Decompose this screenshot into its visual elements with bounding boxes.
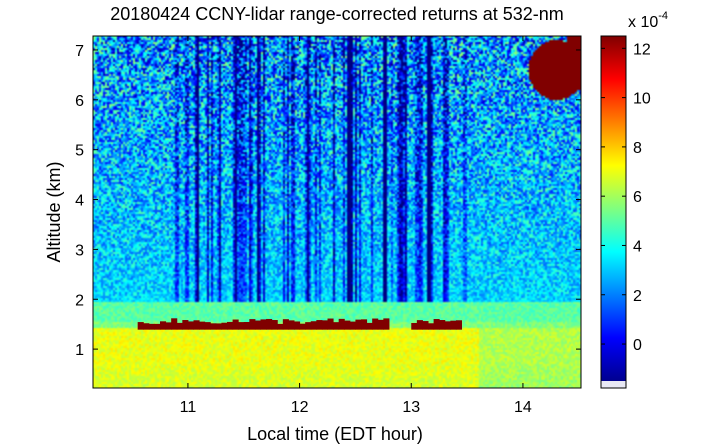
colorbar-tick-label: 4 <box>633 238 642 255</box>
bl-top-segment <box>349 321 356 330</box>
heatmap-image <box>93 36 581 388</box>
bl-top-segment <box>160 321 167 330</box>
bl-top-segment <box>176 322 183 330</box>
bl-top-segment <box>254 320 262 330</box>
y-tick-label: 4 <box>75 193 84 210</box>
plot-frame <box>92 35 582 389</box>
bl-top-segment <box>204 322 211 330</box>
colorbar: 0 2 4 6 8 10 12 x 10-4 <box>600 10 668 389</box>
x-axis: 11 12 13 14 <box>180 36 532 416</box>
bl-top-segment <box>428 323 435 330</box>
bl-top-segment <box>338 318 345 330</box>
colorbar-nan-swatch <box>601 381 626 388</box>
bl-top-segment <box>444 321 451 330</box>
colorbar-tick-label: 12 <box>633 41 651 58</box>
x-axis-label: Local time (EDT hour) <box>247 424 423 444</box>
bl-top-segment <box>416 320 423 330</box>
y-tick-label: 3 <box>75 242 84 259</box>
x-tick-label: 11 <box>180 399 197 416</box>
bl-top-segment <box>411 322 418 330</box>
bl-top-segment <box>143 323 150 330</box>
colorbar-tick-label: 0 <box>633 337 642 354</box>
bl-top-segment <box>455 320 463 330</box>
y-tick-label: 6 <box>75 93 84 110</box>
y-axis-label: Altitude (km) <box>44 161 64 262</box>
bl-top-segment <box>193 320 200 330</box>
bl-top-segment <box>288 320 295 330</box>
colorbar-gradient <box>601 36 626 381</box>
colorbar-ticks: 0 2 4 6 8 10 12 <box>601 41 651 354</box>
colorbar-exponent-power: -4 <box>658 10 668 22</box>
bl-top-segment <box>299 323 306 330</box>
colorbar-exponent-label: x 10-4 <box>628 10 668 31</box>
bl-top-segment <box>238 322 245 330</box>
bl-top-segment <box>433 319 440 330</box>
bl-top-segment <box>277 323 284 330</box>
colorbar-frame <box>600 35 627 389</box>
bl-top-segment <box>282 319 289 330</box>
bl-top-segment <box>344 320 351 330</box>
bl-top-segment <box>327 318 334 330</box>
colorbar-tick-label: 6 <box>633 189 642 206</box>
bl-top-segment <box>333 322 340 330</box>
bl-top-segment <box>366 322 373 330</box>
bl-top-segment <box>187 321 195 330</box>
bl-top-segment <box>450 320 457 330</box>
bl-top-segment <box>294 321 301 330</box>
x-tick-label: 12 <box>291 399 309 416</box>
x-tick-label: 14 <box>514 399 532 416</box>
bl-top-segment <box>199 321 206 330</box>
colorbar-tick-label: 10 <box>633 91 651 108</box>
bl-top-segment <box>439 320 446 330</box>
bl-top-segment <box>361 319 368 330</box>
bl-top-segment <box>260 319 267 330</box>
y-tick-label: 1 <box>75 342 84 359</box>
bl-top-segment <box>266 318 273 330</box>
bl-top-segment <box>210 323 217 330</box>
chart-title: 20180424 CCNY-lidar range-corrected retu… <box>110 4 564 24</box>
bl-top-segment <box>383 318 390 330</box>
bl-top-segment <box>154 323 161 330</box>
bl-top-segment <box>227 321 234 330</box>
y-axis: 1 2 3 4 5 6 7 <box>75 43 581 359</box>
bl-top-segment <box>422 321 429 330</box>
bl-top-segment <box>243 321 250 330</box>
bl-top-segment <box>355 319 362 330</box>
bl-top-segment <box>321 320 329 330</box>
bl-top-segment <box>305 322 312 330</box>
colorbar-exponent-base: x 10 <box>628 14 658 31</box>
bl-top-segment <box>310 321 317 330</box>
bl-top-segment <box>249 319 256 330</box>
bl-top-segment <box>372 318 379 330</box>
bl-top-segment <box>148 323 155 330</box>
bl-top-segment <box>215 323 222 330</box>
bl-top-segment <box>377 319 384 330</box>
bl-top-segment <box>171 318 178 330</box>
colorbar-tick-label: 2 <box>633 288 642 305</box>
x-tick-label: 13 <box>402 399 420 416</box>
heatmap-marks <box>137 318 463 330</box>
heatmap-area <box>92 35 582 389</box>
bl-top-segment <box>221 322 228 330</box>
bl-top-segment <box>182 320 189 330</box>
bl-top-segment <box>232 319 239 330</box>
bl-top-segment <box>271 320 278 330</box>
y-tick-label: 5 <box>75 143 84 160</box>
colorbar-tick-label: 8 <box>633 140 642 157</box>
bl-top-segment <box>165 322 172 330</box>
bl-top-segment <box>316 320 323 330</box>
y-tick-label: 2 <box>75 292 84 309</box>
bl-top-segment <box>137 322 144 330</box>
y-tick-label: 7 <box>75 43 84 60</box>
